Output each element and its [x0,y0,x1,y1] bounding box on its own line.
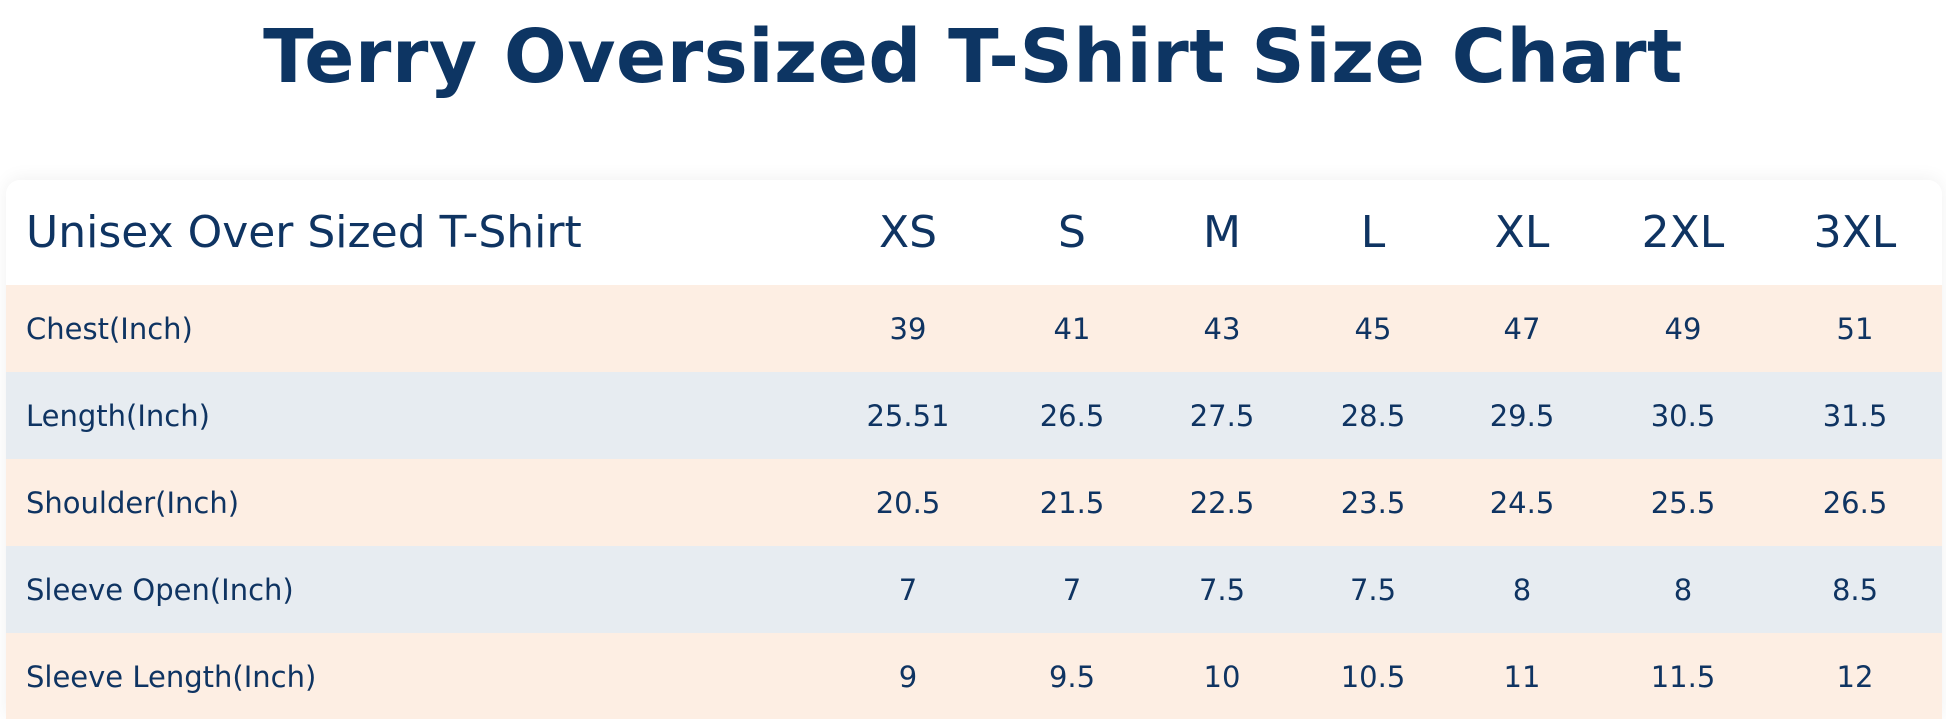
cell-value: 47 [1503,311,1541,346]
cell-value: 9.5 [1048,659,1096,694]
cell-value: 49 [1664,311,1702,346]
cell-value: 8.5 [1831,572,1879,607]
cell-value: 10.5 [1340,659,1406,694]
cell-value: S [1058,207,1086,258]
cell-value: 21.5 [1039,485,1105,520]
cell-value: 7.5 [1349,572,1397,607]
table-row: Length(Inch) 25.51 26.5 27.5 28.5 29.5 30.5 31.… [6,372,1942,459]
row-label: Shoulder(Inch) [26,485,240,520]
cell-value: XL [1494,207,1550,258]
cell-value: 12 [1836,659,1874,694]
table-row: Sleeve Length(Inch) 9 9.5 10 10.5 11 11.5 12 [6,633,1942,719]
cell-value: 51 [1836,311,1874,346]
cell-value: 11 [1503,659,1541,694]
cell-value: 24.5 [1489,485,1555,520]
cell-value: 7 [898,572,918,607]
cell-value: 28.5 [1340,398,1406,433]
table-row: Shoulder(Inch) 20.5 21.5 22.5 23.5 24.5 25.5 26… [6,459,1942,546]
cell-value: 3XL [1813,207,1897,258]
cell-value: 26.5 [1822,485,1888,520]
row-label: Unisex Over Sized T-Shirt [26,207,582,258]
cell-value: 45 [1354,311,1392,346]
cell-value: 41 [1053,311,1091,346]
cell-value: 8 [1512,572,1532,607]
header-row: Unisex Over Sized T-Shirt XS S M L XL 2XL 3XL [6,180,1942,285]
cell-value: 39 [889,311,927,346]
title: Terry Oversized T-Shirt Size Chart [263,14,1683,100]
row-label: Length(Inch) [26,398,210,433]
cell-value: L [1360,207,1386,258]
cell-value: 25.51 [866,398,950,433]
cell-value: 30.5 [1650,398,1716,433]
cell-value: 7 [1062,572,1082,607]
cell-value: 25.5 [1650,485,1716,520]
cell-value: 23.5 [1340,485,1406,520]
cell-value: XS [878,207,938,258]
table-row: Chest(Inch) 39 41 43 45 47 49 51 [6,285,1942,372]
cell-value: 7.5 [1198,572,1246,607]
row-label: Sleeve Open(Inch) [26,572,294,607]
cell-value: 43 [1203,311,1241,346]
cell-value: 9 [898,659,918,694]
cell-value: M [1203,207,1241,258]
cell-value: 10 [1203,659,1241,694]
cell-value: 20.5 [875,485,941,520]
size-table: Unisex Over Sized T-Shirt XS S M L XL 2XL 3XL Ch… [6,180,1942,719]
row-label: Sleeve Length(Inch) [26,659,317,694]
cell-value: 31.5 [1822,398,1888,433]
cell-value: 2XL [1641,207,1725,258]
cell-value: 22.5 [1189,485,1255,520]
cell-value: 27.5 [1189,398,1255,433]
row-label: Chest(Inch) [26,311,193,346]
table-row: Sleeve Open(Inch) 7 7 7.5 7.5 8 8 8.5 [6,546,1942,633]
cell-value: 26.5 [1039,398,1105,433]
cell-value: 29.5 [1489,398,1555,433]
cell-value: 8 [1673,572,1693,607]
cell-value: 11.5 [1650,659,1716,694]
